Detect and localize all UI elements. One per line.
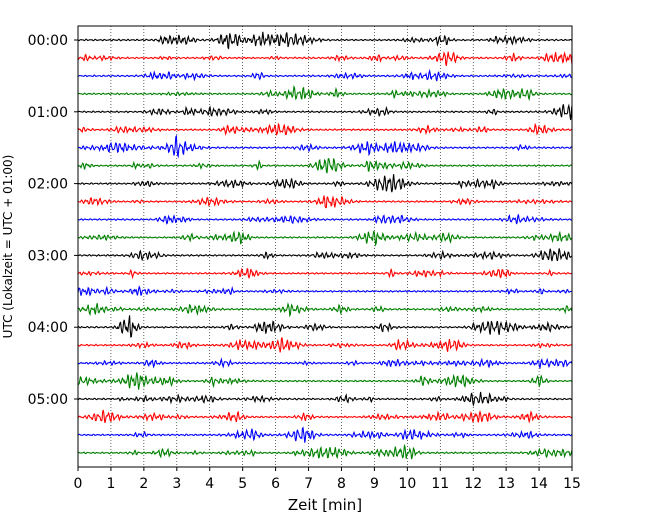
y-tick-label-3: 03:00 xyxy=(28,248,68,264)
y-tick-label-1: 01:00 xyxy=(28,105,68,121)
trace-17 xyxy=(77,315,573,338)
x-tick-label-6: 6 xyxy=(271,476,280,492)
x-tick-label-7: 7 xyxy=(304,476,313,492)
trace-22 xyxy=(77,409,573,424)
trace-9 xyxy=(77,174,573,193)
trace-21 xyxy=(77,391,572,408)
x-tick-label-0: 0 xyxy=(74,476,83,492)
plot-frame xyxy=(77,25,573,468)
trace-7 xyxy=(77,134,573,159)
grid-lines xyxy=(110,26,540,467)
trace-8 xyxy=(77,157,573,174)
trace-15 xyxy=(77,285,572,297)
y-tick-label-4: 04:00 xyxy=(28,320,68,336)
trace-6 xyxy=(77,122,572,137)
trace-19 xyxy=(77,357,573,370)
x-tick-label-5: 5 xyxy=(238,476,247,492)
trace-11 xyxy=(77,213,573,225)
y-axis-label: UTC (Lokalzeit = UTC + 01:00) xyxy=(1,155,15,339)
x-tick-label-14: 14 xyxy=(530,476,548,492)
trace-5 xyxy=(77,103,573,121)
trace-12 xyxy=(77,230,572,247)
x-tick-label-11: 11 xyxy=(431,476,449,492)
y-tick-label-0: 00:00 xyxy=(28,33,68,49)
trace-18 xyxy=(77,337,572,353)
trace-2 xyxy=(77,51,573,66)
x-axis-label: Zeit [min] xyxy=(288,496,362,514)
trace-3 xyxy=(77,68,573,82)
x-tick-label-3: 3 xyxy=(172,476,181,492)
x-axis-ticks: 0 1 2 3 4 5 6 7 8 9 10 11 12 13 14 15 xyxy=(74,467,581,492)
x-tick-label-15: 15 xyxy=(563,476,581,492)
trace-14 xyxy=(77,267,572,280)
traces xyxy=(77,31,573,460)
trace-10 xyxy=(77,195,572,209)
y-tick-label-2: 02:00 xyxy=(28,177,68,193)
trace-20 xyxy=(77,372,573,390)
x-tick-label-10: 10 xyxy=(398,476,416,492)
x-tick-label-13: 13 xyxy=(497,476,515,492)
trace-24 xyxy=(77,443,573,460)
x-tick-label-8: 8 xyxy=(337,476,346,492)
trace-13 xyxy=(77,248,573,262)
x-tick-label-2: 2 xyxy=(139,476,148,492)
x-tick-label-4: 4 xyxy=(205,476,214,492)
y-axis-ticks: 00:00 01:00 02:00 03:00 04:00 05:00 xyxy=(28,33,78,408)
trace-4 xyxy=(77,84,573,102)
x-tick-label-9: 9 xyxy=(370,476,379,492)
y-tick-label-5: 05:00 xyxy=(28,392,68,408)
trace-16 xyxy=(77,302,573,318)
x-tick-label-12: 12 xyxy=(464,476,482,492)
trace-1 xyxy=(77,31,573,50)
x-tick-label-1: 1 xyxy=(106,476,115,492)
trace-23 xyxy=(77,426,573,443)
